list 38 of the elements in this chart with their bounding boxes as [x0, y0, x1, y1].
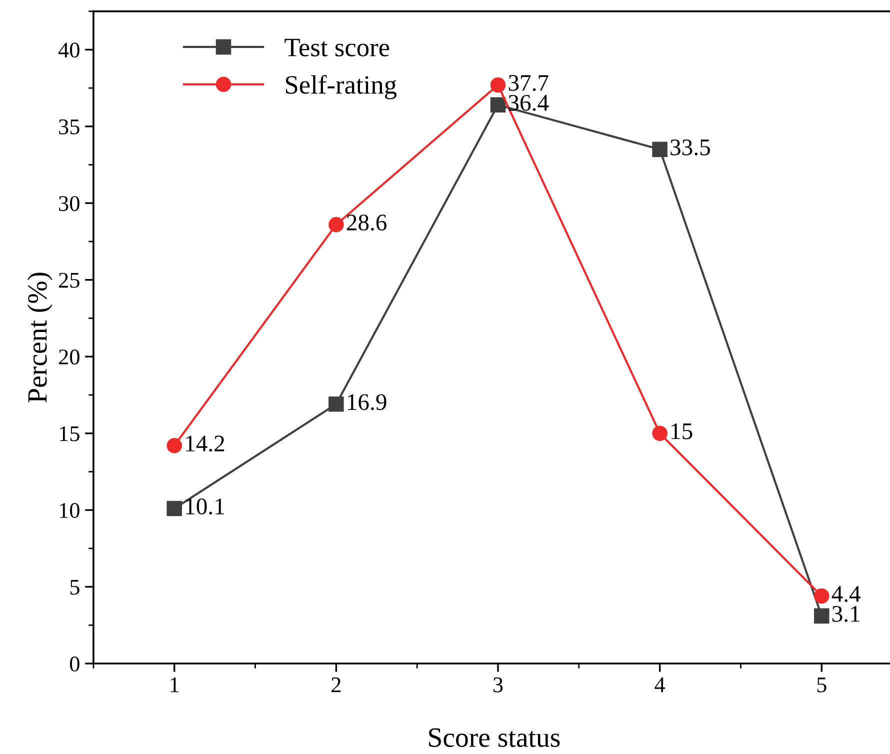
point — [328, 396, 344, 412]
x-tick-label: 3 — [494, 677, 503, 692]
y-tick-label: 35 — [59, 119, 80, 134]
point — [814, 608, 830, 624]
point — [166, 500, 182, 516]
data-label: 14.2 — [186, 436, 224, 452]
y-tick-label: 20 — [59, 350, 80, 365]
y-tick-label: 25 — [59, 272, 80, 288]
point — [490, 77, 506, 93]
point — [166, 438, 182, 454]
data-label: 33.5 — [670, 139, 710, 156]
point — [652, 426, 668, 441]
x-tick-label: 1 — [170, 677, 179, 692]
y-tick-label: 30 — [59, 196, 80, 212]
y-axis-title: Percent (%) — [27, 272, 52, 403]
point — [814, 588, 830, 604]
data-label: 10.1 — [186, 498, 224, 515]
data-label: 3.1 — [832, 606, 860, 622]
x-tick-label: 2 — [332, 677, 341, 692]
legend-label: Self-rating — [286, 74, 397, 100]
x-tick-label: 5 — [817, 678, 826, 692]
y-tick-label: 15 — [60, 426, 80, 442]
data-label: 4.4 — [832, 586, 860, 602]
point — [490, 97, 506, 113]
data-label: 37.7 — [508, 75, 548, 91]
x-tick-label: 4 — [654, 678, 666, 692]
data-label: 15 — [672, 423, 692, 440]
data-label: 36.4 — [508, 94, 549, 111]
data-label: 28.6 — [346, 214, 387, 231]
x-axis-title: Score status — [429, 728, 560, 747]
y-tick-label: 5 — [70, 580, 80, 595]
y-tick-label: 0 — [70, 656, 80, 672]
data-label: 16.9 — [348, 394, 386, 410]
y-tick-label: 10 — [60, 502, 80, 518]
point — [652, 142, 668, 158]
legend-label: Test score — [284, 38, 390, 56]
point — [328, 216, 344, 232]
y-tick-label: 40 — [58, 42, 80, 58]
